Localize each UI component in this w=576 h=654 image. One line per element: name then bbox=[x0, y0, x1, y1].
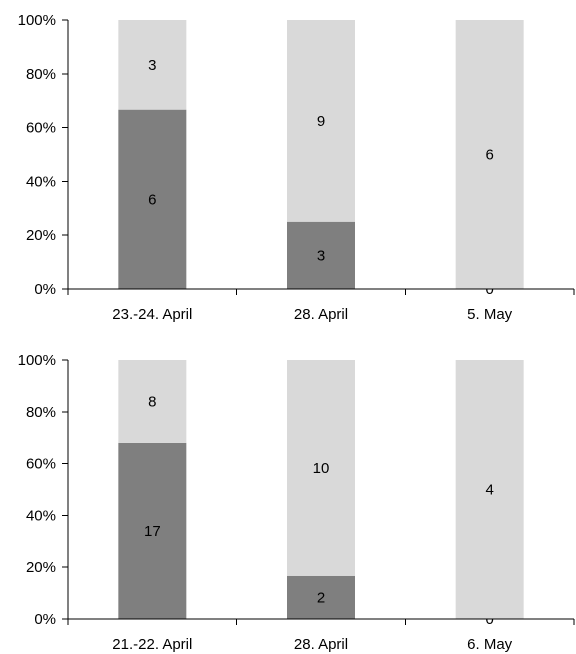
bar-segment-3-2 bbox=[455, 20, 524, 289]
category-label-1: 21.-22. April bbox=[112, 636, 192, 653]
bar-segment-1-2 bbox=[118, 20, 187, 110]
y-tick-label: 40% bbox=[26, 507, 56, 524]
y-tick-label: 40% bbox=[26, 173, 56, 190]
y-tick-label: 100% bbox=[18, 12, 56, 29]
data-label-3-2: 6 bbox=[485, 147, 493, 164]
category-label-3: 6. May bbox=[467, 636, 513, 653]
category-label-2: 28. April bbox=[294, 306, 348, 323]
data-label-1-2: 8 bbox=[148, 393, 156, 410]
data-label-1-1: 17 bbox=[144, 523, 161, 540]
y-tick-label: 100% bbox=[18, 352, 56, 369]
y-tick-label: 60% bbox=[26, 120, 56, 137]
data-label-2-2: 9 bbox=[317, 113, 325, 130]
bar-segment-2-2 bbox=[287, 360, 355, 576]
bar-segment-1-1 bbox=[118, 442, 187, 619]
bar-segment-2-1 bbox=[287, 575, 355, 619]
category-label-2: 28. April bbox=[294, 636, 348, 653]
y-tick-label: 60% bbox=[26, 456, 56, 473]
bar-segment-1-1 bbox=[118, 109, 187, 290]
data-label-2-1: 2 bbox=[317, 589, 325, 606]
bar-segment-2-2 bbox=[287, 20, 355, 222]
data-label-2-2: 10 bbox=[313, 460, 330, 477]
y-tick-label: 20% bbox=[26, 227, 56, 244]
category-label-3: 5. May bbox=[467, 306, 513, 323]
data-label-1-2: 3 bbox=[148, 57, 156, 74]
y-tick-label: 80% bbox=[26, 66, 56, 83]
bar-segment-2-1 bbox=[287, 221, 355, 289]
data-label-1-1: 6 bbox=[148, 191, 156, 208]
y-tick-label: 80% bbox=[26, 404, 56, 421]
data-label-3-2: 4 bbox=[485, 482, 493, 499]
y-tick-label: 0% bbox=[34, 611, 56, 628]
bar-segment-3-2 bbox=[455, 360, 524, 619]
bar-segment-1-2 bbox=[118, 360, 187, 443]
y-tick-label: 20% bbox=[26, 559, 56, 576]
data-label-2-1: 3 bbox=[317, 247, 325, 264]
category-label-1: 23.-24. April bbox=[112, 306, 192, 323]
y-tick-label: 0% bbox=[34, 281, 56, 298]
